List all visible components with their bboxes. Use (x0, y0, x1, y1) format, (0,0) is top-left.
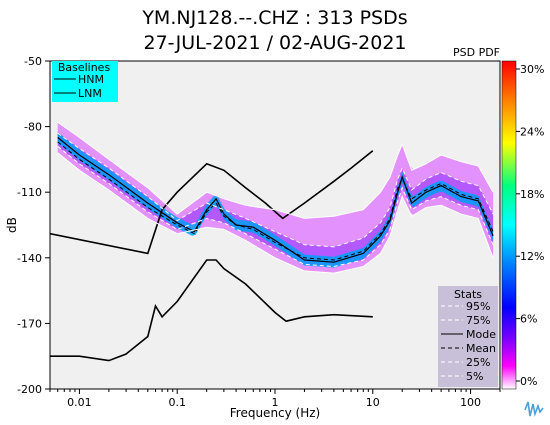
series-line-mean (57, 141, 494, 261)
series-line-75pct (57, 132, 494, 248)
hnm-legend-label: HNM (78, 73, 104, 86)
colorbar-label: PSD PDF (453, 46, 500, 59)
stats-legend-label: 5% (466, 370, 483, 383)
stats-legend-label: Mode (466, 328, 496, 341)
stats-legend-label: 75% (466, 314, 490, 327)
colorbar-tick-label: 0% (520, 375, 537, 388)
colorbar-tick-label: 18% (520, 188, 544, 201)
logo-icon (522, 398, 546, 422)
y-tick-label: -80 (24, 121, 42, 134)
x-tick-label: 10 (366, 396, 380, 409)
baselines-legend-box (52, 61, 118, 102)
baselines-legend: Baselines HNM LNM (52, 61, 118, 102)
x-tick-label: 1 (272, 396, 279, 409)
x-axis-label: Frequency (Hz) (230, 406, 321, 420)
y-tick-label: -200 (17, 383, 42, 396)
x-tick-label: 100 (460, 396, 481, 409)
stats-legend-label: 95% (466, 300, 490, 313)
axis-layer: 0.01 0.1 1 10 100 -50 -80 -110 -140 -170 -200 (17, 55, 501, 409)
density-core (57, 132, 494, 268)
colorbar-ticks: 30% 24% 18% 12% 6% 0% (516, 63, 544, 388)
stats-legend-title: Stats (454, 288, 482, 301)
y-tick-label: -50 (24, 55, 42, 68)
y-tick-label: -170 (17, 317, 42, 330)
series-line-hnm (50, 150, 374, 255)
series-line-5pct (57, 152, 494, 274)
y-axis-label: dB (5, 217, 19, 233)
chart-title-line1: YM.NJ128.--.CHZ : 313 PSDs (141, 7, 407, 29)
series-layer (50, 121, 494, 362)
colorbar-tick-label: 6% (520, 313, 537, 326)
colorbar-tick-label: 30% (520, 63, 544, 76)
y-tick-label: -110 (17, 186, 42, 199)
series-line-25pct (57, 145, 494, 268)
colorbar-tick-label: 12% (520, 250, 544, 263)
x-tick-label: 0.01 (67, 396, 92, 409)
series-line-mode (57, 137, 494, 263)
stats-legend-label: 25% (466, 356, 490, 369)
series-line-lnm (50, 259, 373, 362)
baselines-legend-title: Baselines (58, 61, 111, 74)
y-tick-label: -140 (17, 252, 42, 265)
stats-legend-label: Mean (466, 342, 496, 355)
lnm-legend-label: LNM (78, 87, 102, 100)
x-tick-label: 0.1 (168, 396, 186, 409)
series-line-95pct (57, 121, 494, 219)
colorbar (501, 60, 517, 390)
colorbar-tick-label: 24% (520, 125, 544, 138)
stats-legend-box (438, 286, 498, 387)
chart-title-line2: 27-JUL-2021 / 02-AUG-2021 (144, 32, 407, 54)
psd-density-band (57, 122, 494, 274)
